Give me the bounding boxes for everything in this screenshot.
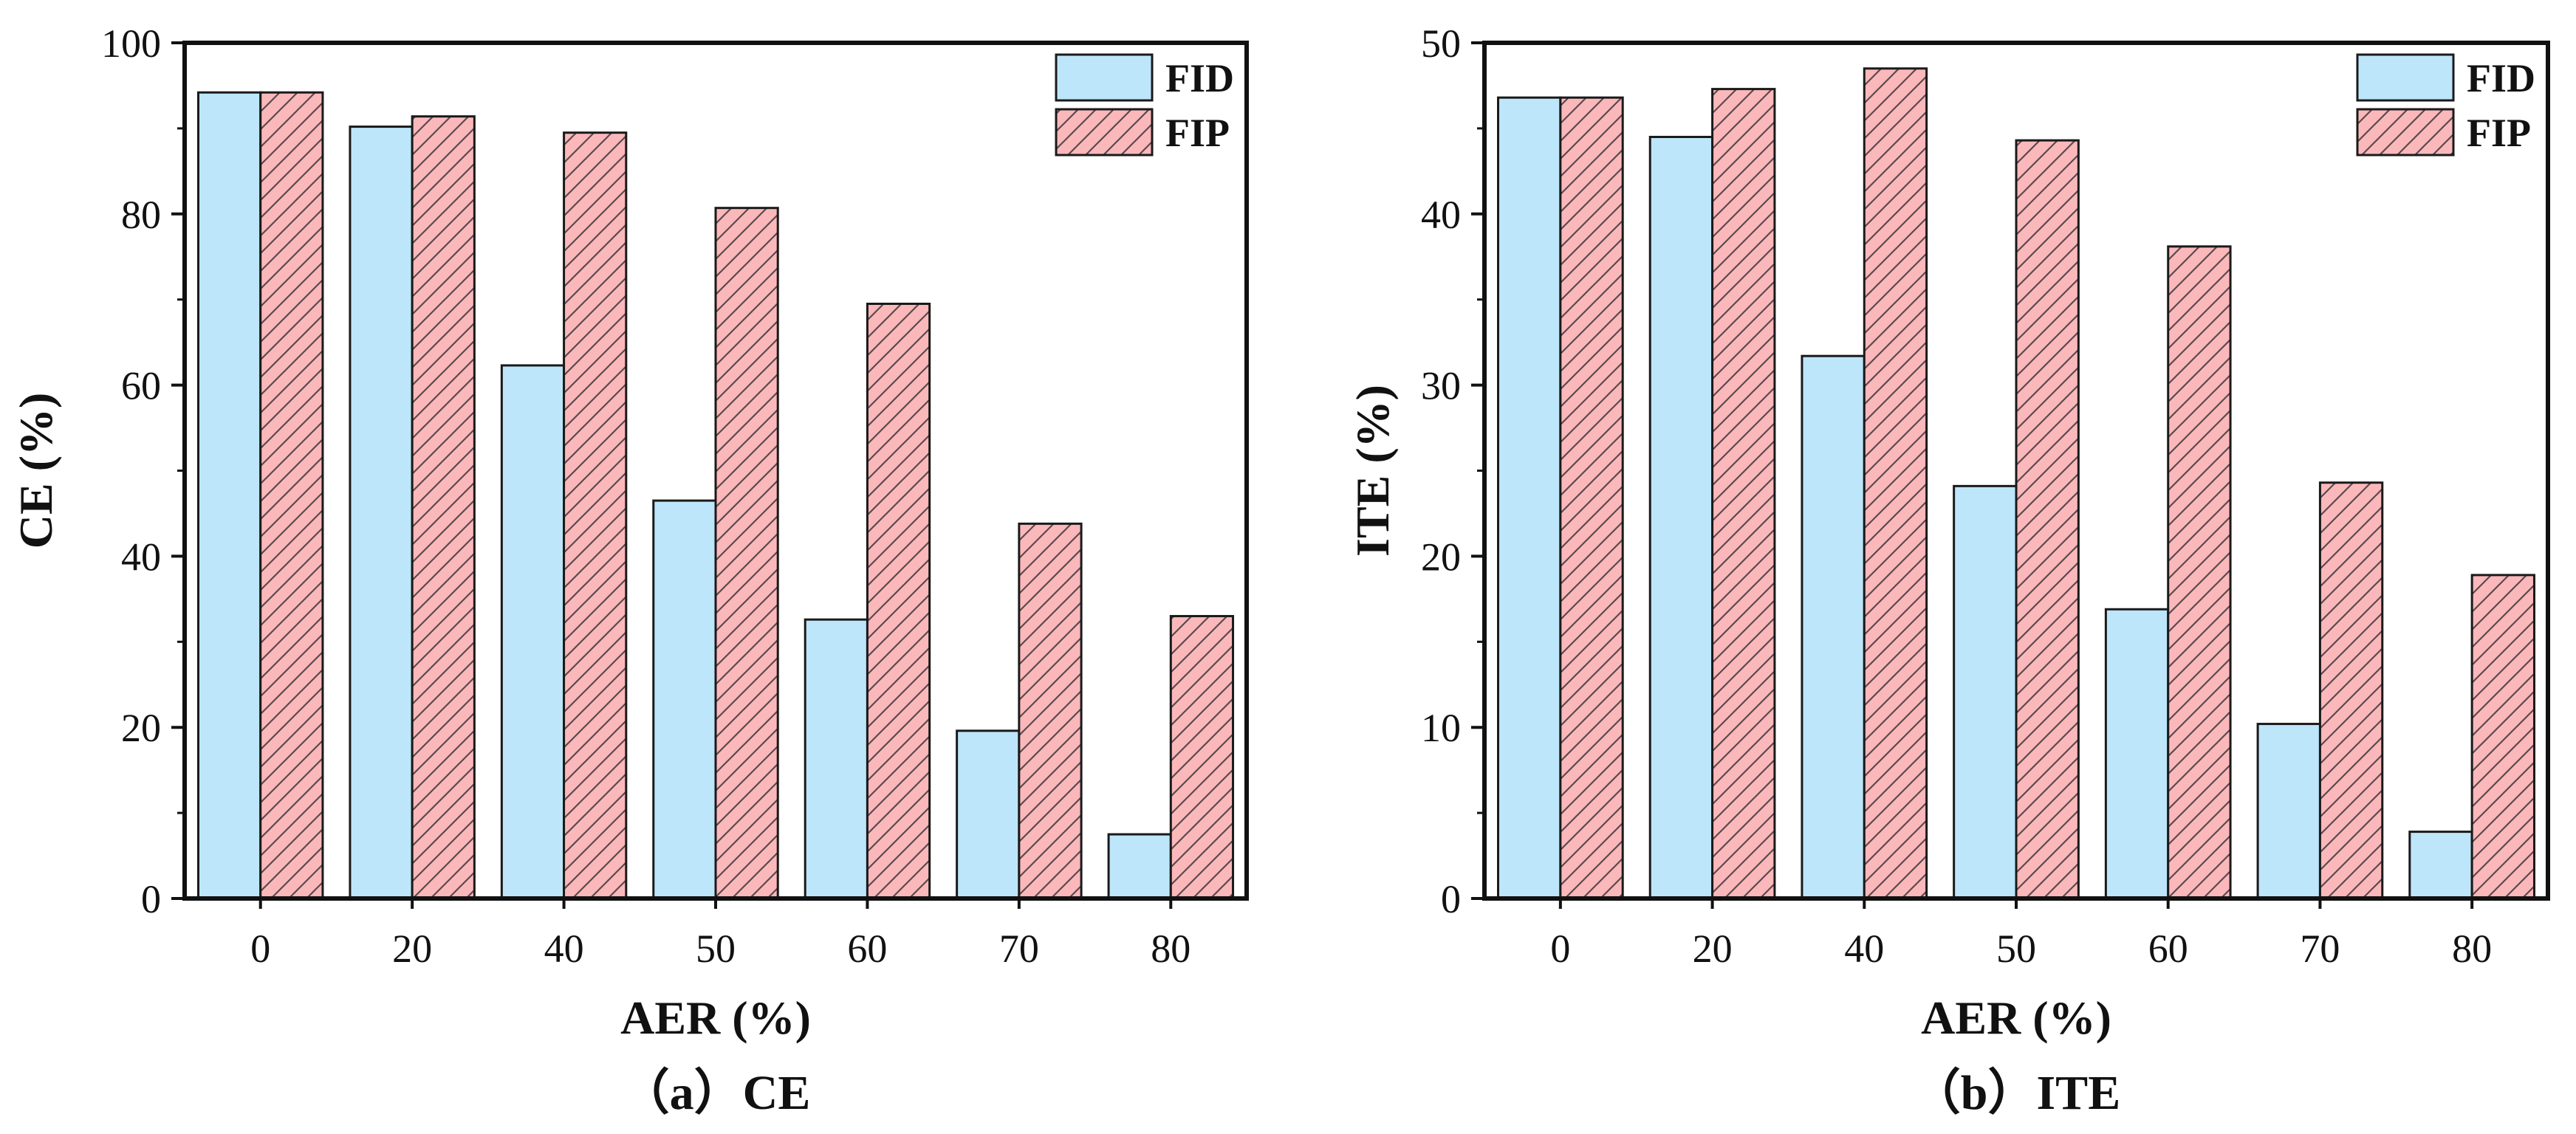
x-tick-label: 70 (999, 927, 1039, 971)
bar-fip-70 (2318, 481, 2384, 900)
legend-label-fid: FID (2467, 56, 2535, 100)
legend-label-fid: FID (1165, 56, 1234, 100)
legend-label-fip: FIP (1165, 111, 1230, 155)
y-tick-label: 100 (101, 21, 161, 66)
x-tick-label: 80 (1151, 927, 1191, 971)
chart-ce-panel: 0 20 40 50 60 70 80 0 20 40 60 80 100 CE (%) AER (%) （a… (10, 21, 1249, 1120)
bar-fip-20 (1711, 88, 1776, 900)
plot-frame (182, 41, 1249, 901)
chart-ite-panel: 0 20 40 50 60 70 80 0 10 20 30 40 50 ITE (%) AER (%) （b… (1346, 21, 2550, 1120)
y-axis-title: ITE (%) (1346, 385, 1399, 557)
x-tick-label: 0 (250, 927, 270, 971)
y-tick-label: 40 (1421, 193, 1461, 237)
legend-label-fip: FIP (2467, 111, 2531, 155)
bar-fip-80 (1169, 615, 1235, 900)
bar-fid-50 (1953, 484, 2018, 900)
bar-fid-40 (500, 364, 566, 900)
y-tick-label: 20 (1421, 535, 1461, 579)
bar-fid-80 (2408, 831, 2473, 900)
x-tick-label: 80 (2452, 927, 2492, 971)
x-tick-label: 0 (1550, 927, 1570, 971)
legend-swatch-fid (1055, 53, 1154, 102)
y-axis-title: CE (%) (10, 393, 62, 549)
bar-fip-70 (1018, 522, 1083, 900)
x-tick-label: 50 (1996, 927, 2036, 971)
plot-frame (1482, 41, 2550, 901)
y-tick-label: 30 (1421, 364, 1461, 408)
x-tick-label: 20 (392, 927, 432, 971)
x-tick-label: 40 (1844, 927, 1884, 971)
bar-fid-60 (2104, 608, 2170, 900)
x-axis-title: AER (%) (620, 992, 811, 1044)
x-tick-label: 60 (847, 927, 887, 971)
panel-caption: （a）CE (621, 1065, 811, 1120)
bar-fip-60 (866, 302, 931, 900)
bar-fip-0 (1559, 96, 1624, 900)
bar-fid-0 (1497, 96, 1562, 900)
y-tick-label: 40 (121, 535, 161, 579)
bar-fid-40 (1801, 354, 1866, 900)
legend-swatch-fip (1055, 108, 1154, 157)
x-tick-label: 50 (696, 927, 736, 971)
y-tick-label: 10 (1421, 706, 1461, 750)
bar-fip-50 (2015, 139, 2080, 900)
bar-fid-50 (652, 499, 717, 900)
x-axis-title: AER (%) (1921, 992, 2111, 1044)
bar-fid-20 (1648, 135, 1714, 900)
bar-fip-40 (1863, 67, 1928, 900)
panel-caption: （b）ITE (1912, 1065, 2120, 1120)
x-tick-label: 40 (544, 927, 584, 971)
bar-fid-20 (349, 126, 414, 900)
bar-fid-60 (804, 618, 869, 900)
y-tick-label: 80 (121, 193, 161, 237)
bar-fip-20 (411, 115, 476, 900)
legend-swatch-fip (2356, 108, 2455, 157)
legend-swatch-fid (2356, 53, 2455, 102)
bar-fid-70 (2256, 723, 2321, 900)
bar-fid-80 (1107, 833, 1172, 900)
bar-fid-0 (196, 91, 262, 900)
bar-fid-70 (956, 729, 1021, 900)
x-tick-label: 20 (1693, 927, 1733, 971)
bar-fip-50 (714, 207, 779, 900)
y-tick-label: 20 (121, 706, 161, 750)
y-tick-label: 50 (1421, 21, 1461, 66)
bar-fip-40 (563, 131, 628, 900)
x-tick-label: 70 (2300, 927, 2340, 971)
x-tick-label: 60 (2148, 927, 2188, 971)
y-tick-label: 60 (121, 364, 161, 408)
bar-fip-80 (2470, 574, 2535, 900)
y-tick-label: 0 (1441, 877, 1461, 921)
y-tick-label: 0 (141, 877, 161, 921)
bar-fip-60 (2167, 245, 2232, 900)
bar-fip-0 (259, 91, 324, 900)
